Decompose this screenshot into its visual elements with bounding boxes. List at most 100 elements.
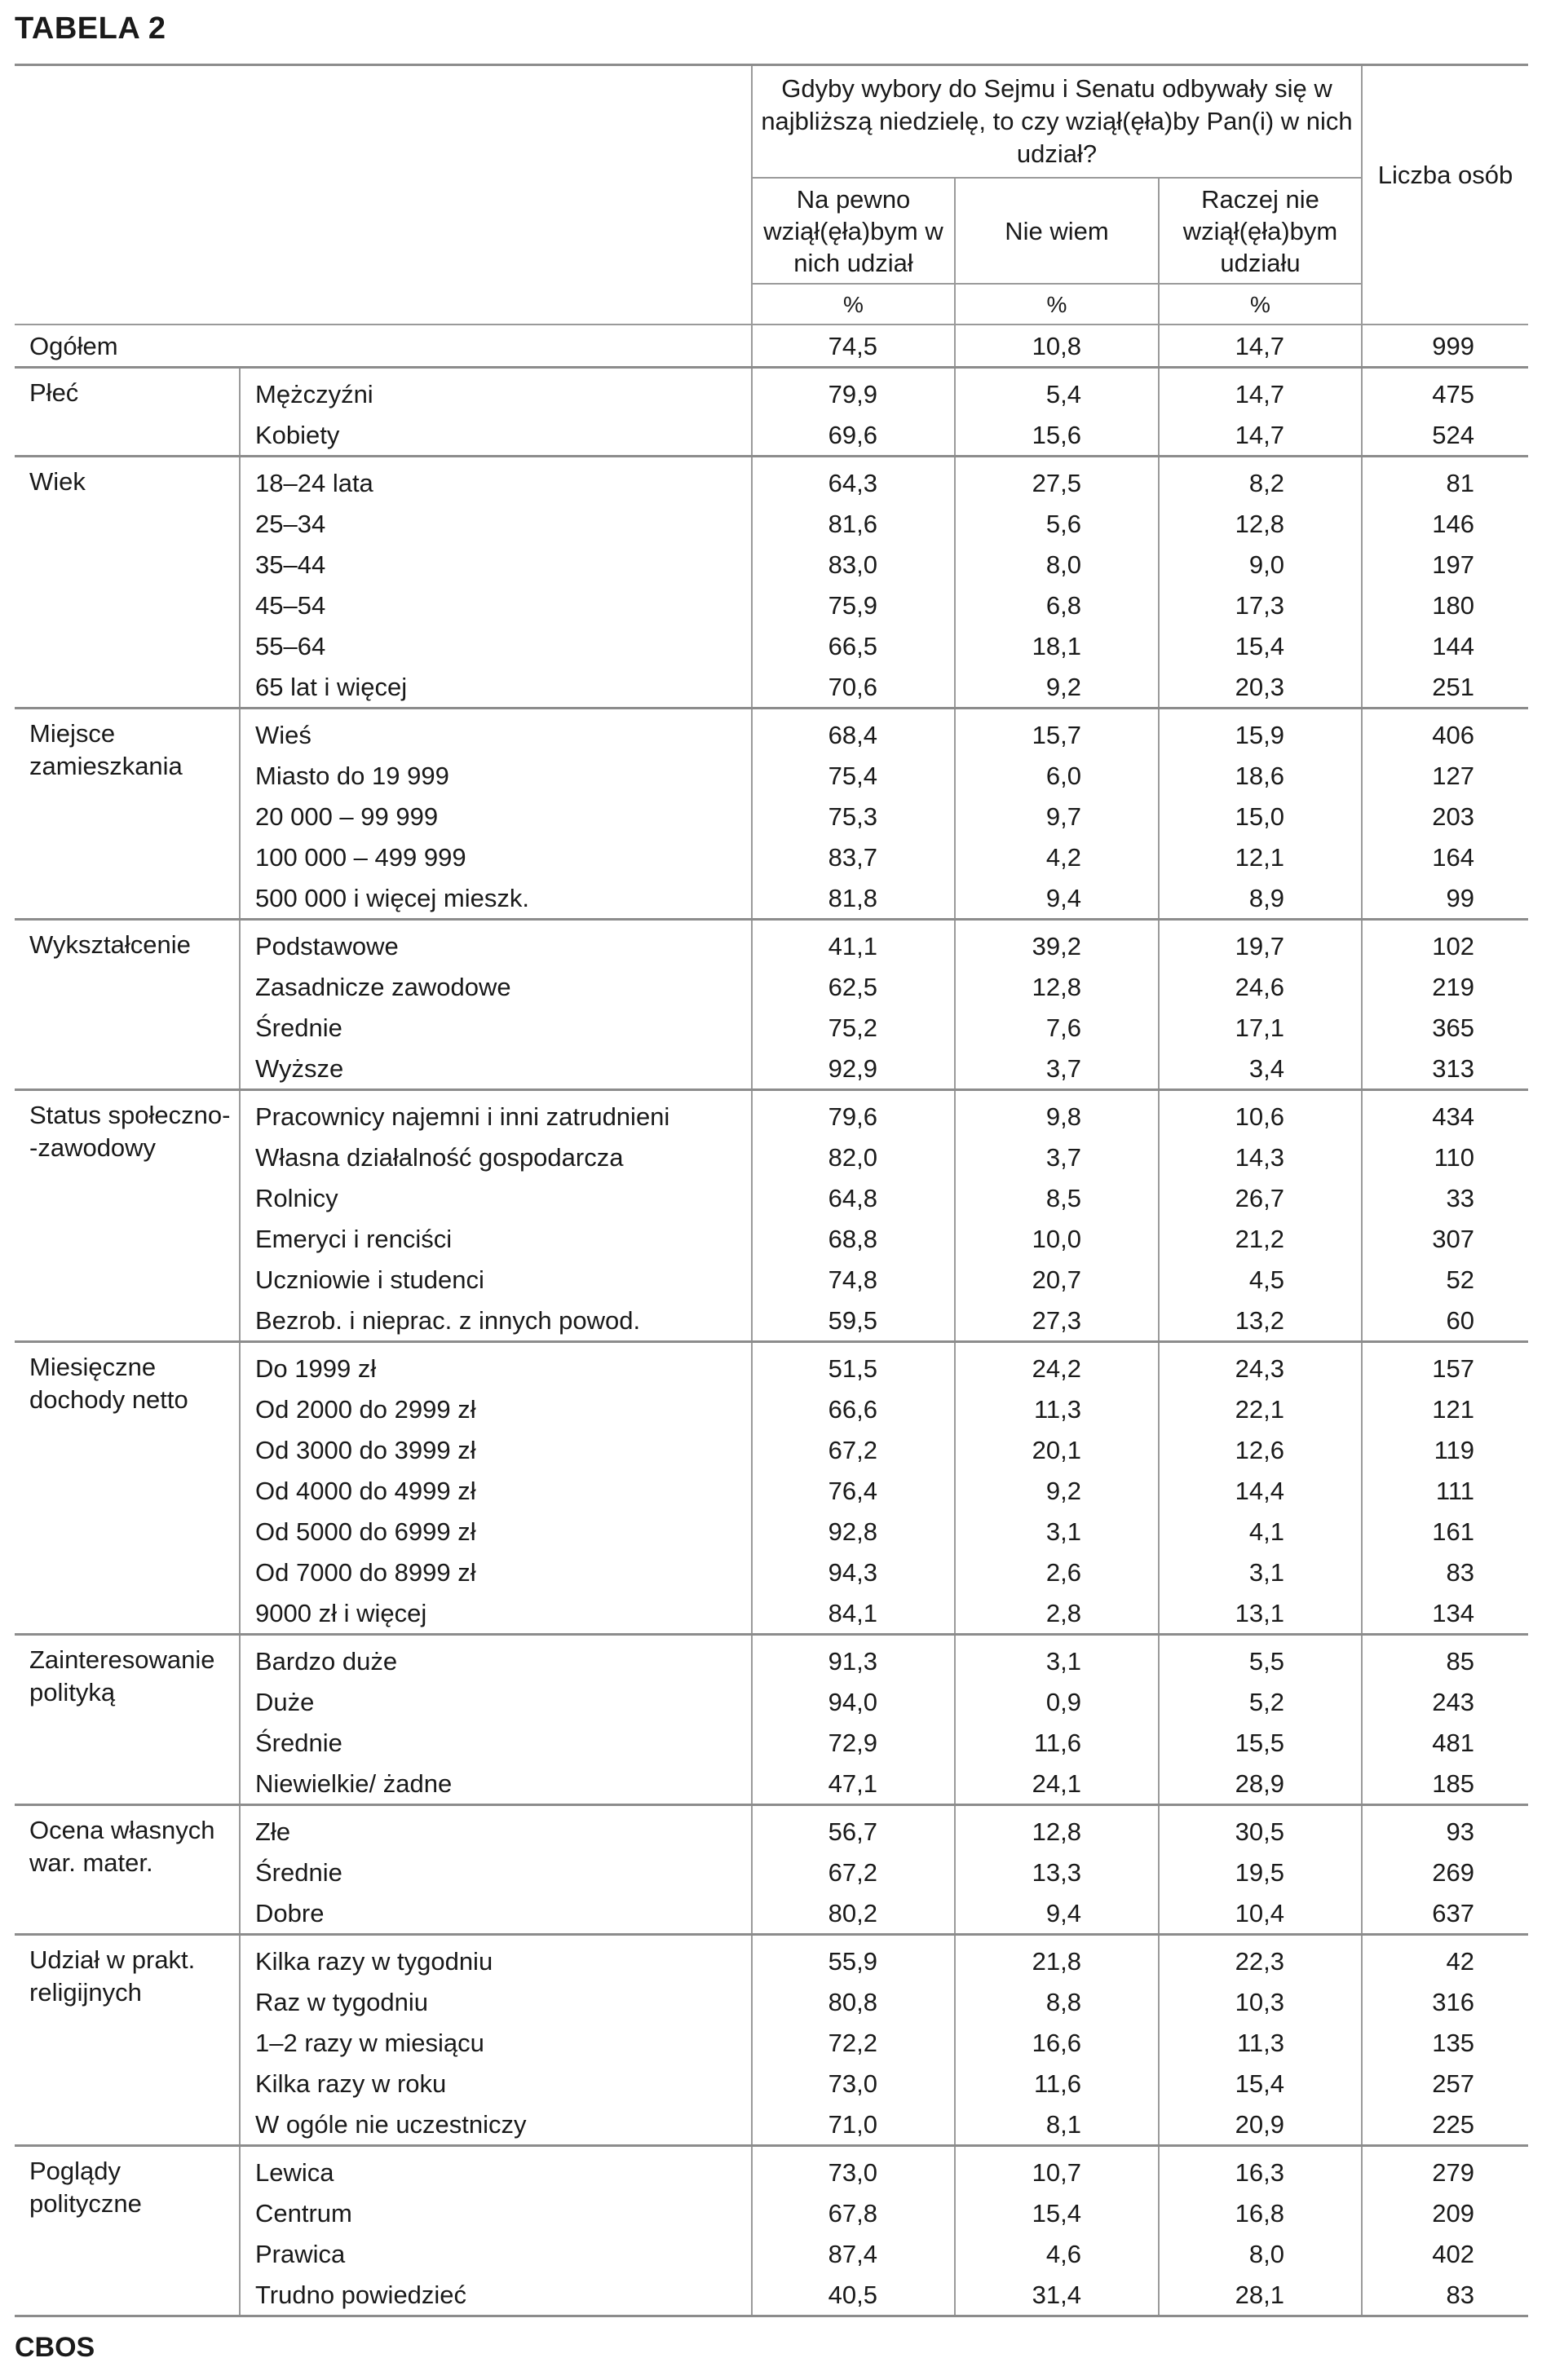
- table-title: TABELA 2: [15, 11, 166, 46]
- table-row: Rolnicy 64,8 8,5 26,7 33: [15, 1177, 1528, 1218]
- row-label: W ogóle nie uczestniczy: [239, 2104, 752, 2146]
- row-label: Niewielkie/ żadne: [239, 1763, 752, 1805]
- cell-liczba: 102: [1361, 918, 1528, 966]
- row-label: Pracownicy najemni i inni zatrudnieni: [239, 1088, 752, 1137]
- cell-liczba: 209: [1361, 2192, 1528, 2233]
- cell-nie-wiem: 13,3: [954, 1852, 1159, 1892]
- cell-na-pewno: 80,2: [751, 1892, 955, 1935]
- row-label: Do 1999 zł: [239, 1340, 752, 1389]
- table-row: W ogóle nie uczestniczy 71,0 8,1 20,9 225: [15, 2104, 1528, 2146]
- table-row: Zasadnicze zawodowe 62,5 12,8 24,6 219: [15, 966, 1528, 1007]
- cell-nie-wiem: 3,7: [954, 1048, 1159, 1090]
- group-category-label: Wiek: [15, 455, 240, 709]
- table-row: Średnie 75,2 7,6 17,1 365: [15, 1007, 1528, 1048]
- cell-raczej-nie: 24,3: [1158, 1340, 1362, 1389]
- row-label: Kilka razy w tygodniu: [239, 1933, 752, 1981]
- cell-nie-wiem: 4,6: [954, 2233, 1159, 2274]
- header-col-na-pewno: Na pewno wziął(ęła)bym w nich udział: [751, 178, 955, 285]
- table-row: Niewielkie/ żadne 47,1 24,1 28,9 185: [15, 1763, 1528, 1805]
- cell-liczba: 637: [1361, 1892, 1528, 1935]
- cell-raczej-nie: 16,3: [1158, 2144, 1362, 2192]
- cell-raczej-nie: 26,7: [1158, 1177, 1362, 1218]
- row-label: Duże: [239, 1681, 752, 1722]
- cell-liczba: 127: [1361, 755, 1528, 796]
- table-row: Średnie 72,9 11,6 15,5 481: [15, 1722, 1528, 1763]
- pct-unit: %: [1158, 284, 1362, 325]
- row-label: Kilka razy w roku: [239, 2063, 752, 2104]
- survey-table: Gdyby wybory do Sejmu i Senatu odbywały …: [15, 64, 1528, 2317]
- cell-liczba: 135: [1361, 2022, 1528, 2063]
- cell-nie-wiem: 2,8: [954, 1592, 1159, 1635]
- cell-raczej-nie: 5,2: [1158, 1681, 1362, 1722]
- cell-nie-wiem: 6,8: [954, 585, 1159, 625]
- cell-na-pewno: 67,2: [751, 1852, 955, 1892]
- cell-nie-wiem: 12,8: [954, 966, 1159, 1007]
- table-row: Zainteresowanie polityką Bardzo duże 91,3 3…: [15, 1633, 1528, 1805]
- cell-nie-wiem: 12,8: [954, 1804, 1159, 1852]
- header-col-raczej-nie: Raczej nie wziął(ęła)bym udziału: [1158, 178, 1362, 285]
- table-row: Bezrob. i nieprac. z innych powod. 59,5 27…: [15, 1300, 1528, 1342]
- cell-nie-wiem: 5,4: [954, 366, 1159, 414]
- cell-na-pewno: 72,2: [751, 2022, 955, 2063]
- table-row: Miasto do 19 999 75,4 6,0 18,6 127: [15, 755, 1528, 796]
- cell-raczej-nie: 10,4: [1158, 1892, 1362, 1935]
- cell-liczba: 225: [1361, 2104, 1528, 2146]
- cell-nie-wiem: 11,6: [954, 2063, 1159, 2104]
- cell-na-pewno: 67,8: [751, 2192, 955, 2233]
- cell-na-pewno: 56,7: [751, 1804, 955, 1852]
- table-row: 25–34 81,6 5,6 12,8 146: [15, 503, 1528, 544]
- cell-na-pewno: 75,3: [751, 796, 955, 837]
- cell-liczba: 365: [1361, 1007, 1528, 1048]
- row-label: Uczniowie i studenci: [239, 1259, 752, 1300]
- total-value-raczej-nie: 14,7: [1158, 324, 1362, 368]
- cell-nie-wiem: 15,6: [954, 414, 1159, 457]
- cell-raczej-nie: 18,6: [1158, 755, 1362, 796]
- cell-na-pewno: 75,4: [751, 755, 955, 796]
- header-liczba-osob: Liczba osób: [1361, 64, 1528, 284]
- cell-raczej-nie: 12,6: [1158, 1429, 1362, 1470]
- cell-liczba: 85: [1361, 1633, 1528, 1681]
- cell-raczej-nie: 14,7: [1158, 366, 1362, 414]
- cell-liczba: 93: [1361, 1804, 1528, 1852]
- table-row: Dobre 80,2 9,4 10,4 637: [15, 1892, 1528, 1935]
- cell-na-pewno: 94,3: [751, 1552, 955, 1592]
- cell-na-pewno: 92,8: [751, 1511, 955, 1552]
- cell-liczba: 197: [1361, 544, 1528, 585]
- cell-liczba: 121: [1361, 1389, 1528, 1429]
- cell-liczba: 83: [1361, 1552, 1528, 1592]
- cell-nie-wiem: 7,6: [954, 1007, 1159, 1048]
- table-row: Wyższe 92,9 3,7 3,4 313: [15, 1048, 1528, 1090]
- header-question: Gdyby wybory do Sejmu i Senatu odbywały …: [751, 64, 1362, 179]
- cell-na-pewno: 81,6: [751, 503, 955, 544]
- table-row: 20 000 – 99 999 75,3 9,7 15,0 203: [15, 796, 1528, 837]
- cell-nie-wiem: 5,6: [954, 503, 1159, 544]
- cell-na-pewno: 40,5: [751, 2274, 955, 2317]
- group-category-label: Miejsce zamieszkania: [15, 707, 240, 920]
- cell-nie-wiem: 15,4: [954, 2192, 1159, 2233]
- cell-raczej-nie: 12,8: [1158, 503, 1362, 544]
- cell-raczej-nie: 15,9: [1158, 707, 1362, 755]
- cell-nie-wiem: 31,4: [954, 2274, 1159, 2317]
- row-label: Kobiety: [239, 414, 752, 457]
- cell-na-pewno: 71,0: [751, 2104, 955, 2146]
- table-row: Od 2000 do 2999 zł 66,6 11,3 22,1 121: [15, 1389, 1528, 1429]
- cell-liczba: 313: [1361, 1048, 1528, 1090]
- cell-liczba: 157: [1361, 1340, 1528, 1389]
- table-row: Raz w tygodniu 80,8 8,8 10,3 316: [15, 1981, 1528, 2022]
- group-category-label: Płeć: [15, 366, 240, 457]
- row-label: Miasto do 19 999: [239, 755, 752, 796]
- table-row: Płeć Mężczyźni 79,9 5,4 14,7 475: [15, 366, 1528, 457]
- cell-liczba: 524: [1361, 414, 1528, 457]
- row-label: Wyższe: [239, 1048, 752, 1090]
- cell-na-pewno: 47,1: [751, 1763, 955, 1805]
- cell-nie-wiem: 9,4: [954, 1892, 1159, 1935]
- header-row-answers: Na pewno wziął(ęła)bym w nich udział Nie…: [15, 178, 1528, 285]
- row-label: Prawica: [239, 2233, 752, 2274]
- row-label: Emeryci i renciści: [239, 1218, 752, 1259]
- group-category-label: Zainteresowanie polityką: [15, 1633, 240, 1805]
- cell-nie-wiem: 9,8: [954, 1088, 1159, 1137]
- cell-raczej-nie: 13,2: [1158, 1300, 1362, 1342]
- cell-nie-wiem: 9,2: [954, 666, 1159, 709]
- cell-nie-wiem: 24,2: [954, 1340, 1159, 1389]
- cell-raczej-nie: 20,3: [1158, 666, 1362, 709]
